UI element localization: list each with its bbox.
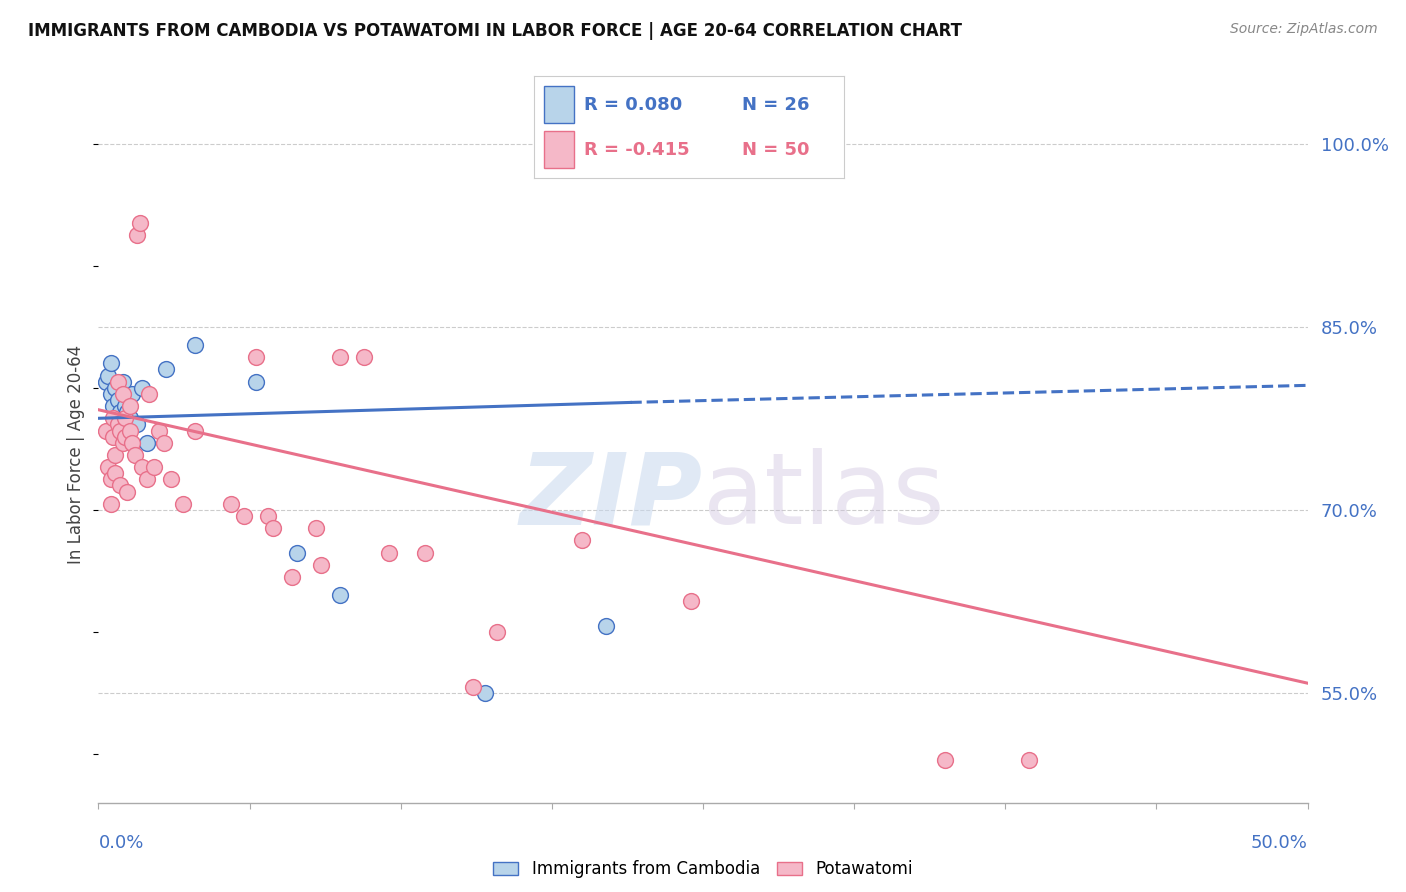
Point <box>114 424 136 438</box>
Point <box>101 399 124 413</box>
Point <box>104 381 127 395</box>
Point <box>118 411 141 425</box>
Point <box>118 424 141 438</box>
Point <box>143 460 166 475</box>
Point <box>285 545 308 559</box>
Point <box>111 417 134 432</box>
Point <box>97 460 120 475</box>
Text: N = 26: N = 26 <box>741 95 808 113</box>
Point <box>121 387 143 401</box>
Point <box>138 387 160 401</box>
Point <box>135 435 157 450</box>
Point <box>128 216 150 230</box>
Point <box>117 484 139 499</box>
Y-axis label: In Labor Force | Age 20-64: In Labor Force | Age 20-64 <box>67 345 86 565</box>
Point <box>97 368 120 383</box>
Point <box>114 411 136 425</box>
Point <box>413 545 436 559</box>
Point <box>100 472 122 486</box>
Point <box>111 387 134 401</box>
Legend: Immigrants from Cambodia, Potawatomi: Immigrants from Cambodia, Potawatomi <box>486 854 920 885</box>
Text: R = 0.080: R = 0.080 <box>583 95 682 113</box>
Point <box>474 686 496 700</box>
Point <box>152 435 174 450</box>
Point <box>101 429 124 443</box>
Text: ZIP: ZIP <box>520 448 703 545</box>
Point <box>329 588 352 602</box>
Text: N = 50: N = 50 <box>741 141 808 159</box>
Point <box>108 478 131 492</box>
Point <box>104 467 127 481</box>
Point <box>148 424 170 438</box>
Point <box>107 375 129 389</box>
Point <box>486 624 509 639</box>
Point <box>281 570 304 584</box>
Point <box>114 429 136 443</box>
Point <box>305 521 328 535</box>
Point <box>245 351 267 365</box>
Point <box>245 375 267 389</box>
Text: R = -0.415: R = -0.415 <box>583 141 689 159</box>
Point <box>262 521 284 535</box>
Point <box>184 424 207 438</box>
Bar <box>544 87 575 123</box>
Point <box>118 399 141 413</box>
Point <box>111 375 134 389</box>
Point <box>160 472 183 486</box>
Point <box>104 448 127 462</box>
Point <box>571 533 593 548</box>
Point <box>256 508 278 523</box>
Point <box>232 508 254 523</box>
Point <box>353 351 375 365</box>
Bar <box>544 131 575 168</box>
Point <box>155 362 177 376</box>
Point <box>135 472 157 486</box>
Point <box>100 387 122 401</box>
Point <box>463 680 485 694</box>
Point <box>329 351 352 365</box>
Point <box>94 424 117 438</box>
Point <box>221 497 243 511</box>
Point <box>309 558 332 572</box>
Point <box>100 497 122 511</box>
Text: Source: ZipAtlas.com: Source: ZipAtlas.com <box>1230 22 1378 37</box>
Point <box>107 411 129 425</box>
Point <box>108 424 131 438</box>
Text: IMMIGRANTS FROM CAMBODIA VS POTAWATOMI IN LABOR FORCE | AGE 20-64 CORRELATION CH: IMMIGRANTS FROM CAMBODIA VS POTAWATOMI I… <box>28 22 962 40</box>
Point <box>934 753 956 767</box>
Point <box>595 619 617 633</box>
Point <box>377 545 399 559</box>
Point <box>1018 753 1040 767</box>
Text: atlas: atlas <box>703 448 945 545</box>
Point <box>111 435 134 450</box>
Point <box>679 594 702 608</box>
Point <box>172 497 194 511</box>
Point <box>131 460 153 475</box>
Text: 50.0%: 50.0% <box>1251 834 1308 852</box>
Point <box>117 405 139 419</box>
Point <box>108 405 131 419</box>
Point <box>107 417 129 432</box>
Point <box>94 375 117 389</box>
Point <box>101 411 124 425</box>
Point <box>121 435 143 450</box>
Point <box>124 448 146 462</box>
Point <box>131 381 153 395</box>
Text: 0.0%: 0.0% <box>98 834 143 852</box>
Point <box>127 228 149 243</box>
Point <box>100 356 122 370</box>
Point <box>184 338 207 352</box>
Point <box>127 417 149 432</box>
Point <box>107 392 129 407</box>
Point <box>114 399 136 413</box>
